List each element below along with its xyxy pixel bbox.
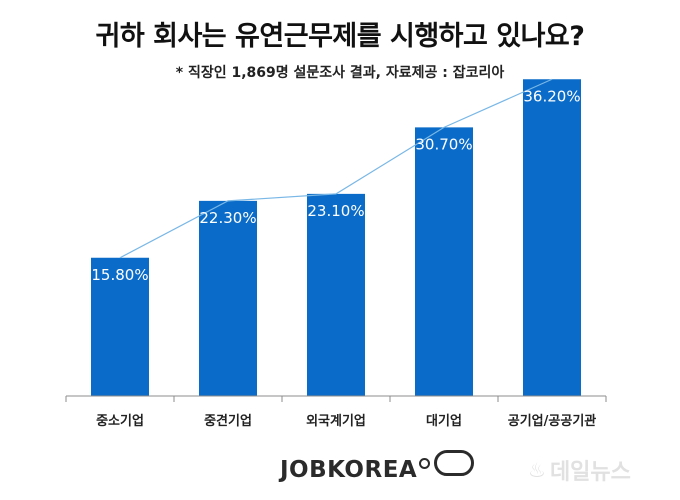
watermark: ♨ 데일뉴스 xyxy=(528,454,631,486)
jobkorea-logo: JOBKOREA xyxy=(280,450,475,483)
chart-subtitle: * 직장인 1,869명 설문조사 결과, 자료제공 : 잡코리아 xyxy=(175,65,505,81)
logo-pill-icon xyxy=(434,450,475,476)
data-label-5: 36.20% xyxy=(523,87,580,105)
data-label-1: 15.80% xyxy=(91,266,148,284)
chart-title: 귀하 회사는 유연근무제를 시행하고 있나요? xyxy=(95,21,585,52)
watermark-flame-icon: ♨ xyxy=(528,458,546,482)
logo-circle-icon xyxy=(419,457,431,469)
logo-text: JOBKOREA xyxy=(280,457,418,483)
x-tick-label-5: 공기업/공공기관 xyxy=(508,413,597,429)
data-label-2: 22.30% xyxy=(199,209,256,227)
bar-5 xyxy=(523,79,581,396)
bar-4 xyxy=(415,127,473,396)
x-tick-label-3: 외국계기업 xyxy=(306,413,366,429)
bar-3 xyxy=(307,193,365,396)
x-tick-label-2: 중견기업 xyxy=(204,413,252,429)
x-tick-label-1: 중소기업 xyxy=(96,414,144,429)
x-tick-label-4: 대기업 xyxy=(426,414,462,429)
watermark-text: 데일뉴스 xyxy=(549,460,631,485)
data-label-3: 23.10% xyxy=(307,202,364,220)
data-label-4: 30.70% xyxy=(415,135,472,153)
bar-1 xyxy=(91,257,149,396)
trend-line xyxy=(119,78,553,259)
bar-2 xyxy=(199,200,257,396)
